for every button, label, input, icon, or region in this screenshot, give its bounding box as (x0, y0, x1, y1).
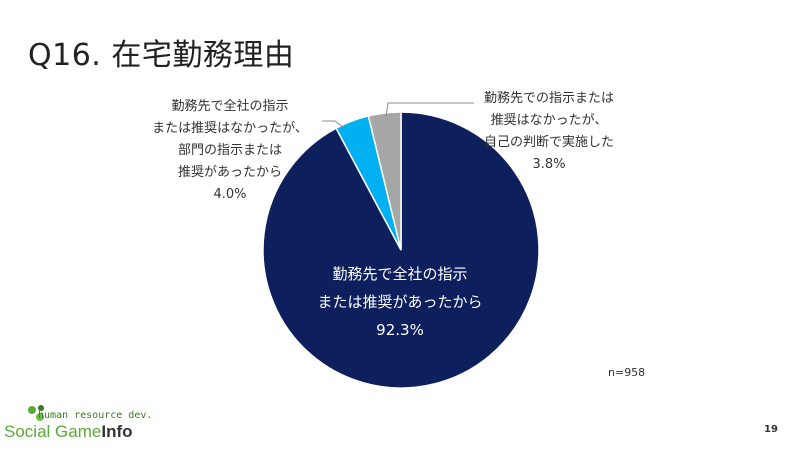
page-number: 19 (764, 424, 778, 435)
logo-info-text: Info (101, 422, 133, 441)
logo-game-text: Game (55, 422, 102, 441)
social-game-info-logo: human resource dev. Social GameInfo (0, 404, 190, 450)
logo-tagline: human resource dev. (38, 410, 153, 421)
pie-slice-self-judgment (367, 111, 402, 251)
logo-dots-icon (28, 405, 44, 421)
logo-social-text: Social (4, 422, 51, 441)
pie-slices (262, 111, 540, 389)
leader-line-right (385, 102, 474, 117)
slice-label-self-judgment: 勤務先での指示または 推奨はなかったが、 自己の判断で実施した 3.8% (483, 91, 614, 172)
slice-label-department: 勤務先で全社の指示 または推奨はなかったが、 部門の指示または 推奨があったから… (152, 99, 308, 202)
leader-line-left (322, 120, 344, 128)
slide-title: Q16. 在宅勤務理由 (28, 38, 295, 73)
logo-wordmark: Social GameInfo (4, 422, 133, 442)
slice-label-company-wide: 勤務先で全社の指示 または推奨があったから 92.3% (317, 265, 483, 339)
sample-size: n=958 (608, 366, 646, 379)
